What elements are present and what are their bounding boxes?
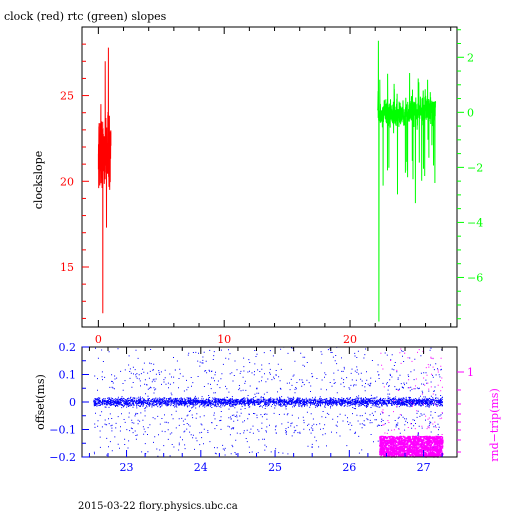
roundtrip-outlier-points	[380, 348, 443, 435]
bottom-x-tick-label: 23	[120, 461, 134, 474]
top-plot-frame	[81, 26, 458, 328]
clock-slope-series	[97, 47, 112, 314]
bottom-x-tick-label: 24	[194, 461, 208, 474]
bottom-x-tick-label: 26	[342, 461, 356, 474]
top-y-tick-label: 15	[60, 261, 74, 274]
top-y2-tick-label: −6	[467, 271, 483, 284]
top-x-tick-label: 10	[217, 333, 231, 346]
rtc-slope-series	[377, 40, 437, 322]
bottom-chart-axes: 23 24 25 26 27 0.2 0.1 0 −0.1 −0.2 1	[49, 341, 474, 474]
top-y2-tick-label: 2	[467, 51, 474, 64]
top-y-axis-label: clockslope	[32, 151, 45, 209]
bottom-y-tick-label: 0.1	[59, 369, 77, 382]
roundtrip-scatter-points	[379, 435, 444, 458]
top-y-tick-label: 25	[60, 90, 74, 103]
bottom-y-tick-label: 0.2	[59, 341, 77, 354]
top-chart-marks	[97, 40, 437, 322]
bottom-x-tick-label: 27	[417, 461, 431, 474]
bottom-y-tick-label: −0.2	[49, 451, 76, 464]
top-x-tick-label: 0	[95, 333, 102, 346]
bottom-y-tick-label: 0	[69, 396, 76, 409]
bottom-x-tick-label: 25	[268, 461, 282, 474]
bottom-y-axis-label: offset(ms)	[34, 374, 47, 430]
footer-text: 2015-03-22 flory.physics.ubc.ca	[78, 501, 238, 512]
top-y2-tick-label: 0	[467, 106, 474, 119]
top-chart-title: clock (red) rtc (green) slopes	[4, 10, 167, 23]
bottom-y-tick-label: −0.1	[49, 424, 76, 437]
bottom-right-axis-label: rnd−trip(ms)	[488, 388, 501, 462]
top-y2-tick-label: −2	[467, 161, 483, 174]
bottom-y2-tick-label: 1	[467, 366, 474, 379]
top-y2-tick-label: −4	[467, 216, 483, 229]
bottom-chart-marks	[93, 346, 444, 458]
top-x-tick-label: 20	[343, 333, 357, 346]
top-y-tick-label: 20	[60, 175, 74, 188]
